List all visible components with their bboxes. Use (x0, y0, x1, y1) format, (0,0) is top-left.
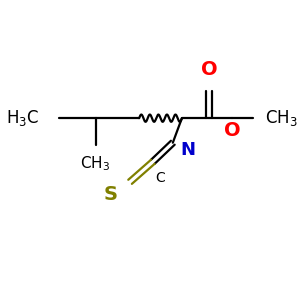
Text: N: N (180, 141, 195, 159)
Text: CH$_3$: CH$_3$ (80, 154, 111, 173)
Text: H$_3$C: H$_3$C (6, 108, 39, 128)
Text: S: S (103, 185, 117, 205)
Text: O: O (201, 60, 217, 79)
Text: O: O (224, 121, 240, 140)
Text: CH$_3$: CH$_3$ (265, 108, 297, 128)
Text: $\mathdefault{C}$: $\mathdefault{C}$ (154, 171, 166, 185)
